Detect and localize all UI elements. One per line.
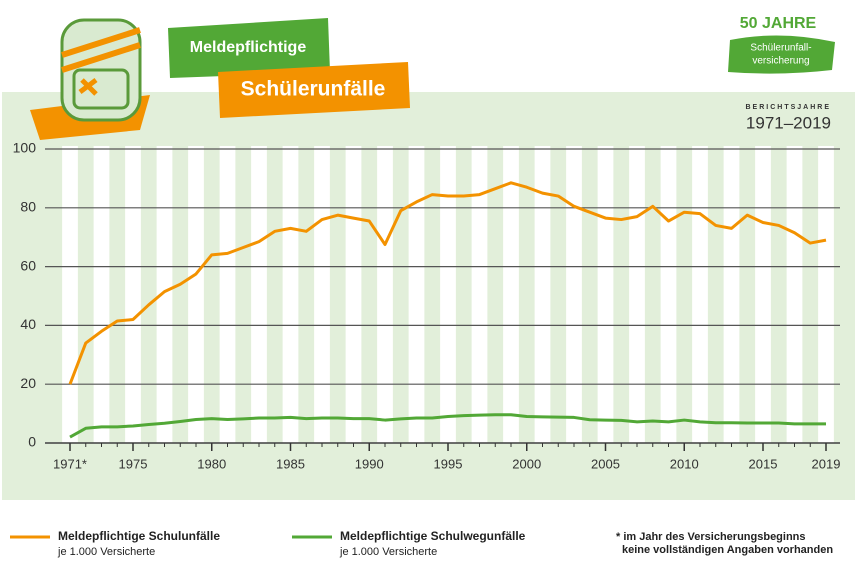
stripe xyxy=(598,146,614,443)
footnote: keine vollständigen Angaben vorhanden xyxy=(622,544,833,556)
x-tick-label: 2019 xyxy=(812,456,841,471)
y-tick-label: 60 xyxy=(20,257,36,273)
x-tick-label: 1975 xyxy=(119,456,148,471)
stripe xyxy=(755,146,771,443)
x-tick-label: 2015 xyxy=(749,456,778,471)
stripe xyxy=(377,146,393,443)
x-tick-label: 1971* xyxy=(53,456,87,471)
stripe xyxy=(220,146,236,443)
stripe xyxy=(314,146,330,443)
title-main: Schülerunfälle xyxy=(241,78,386,101)
stripe xyxy=(125,146,141,443)
title-top: Meldepflichtige xyxy=(190,39,307,56)
footnote: * im Jahr des Versicherungsbeginns xyxy=(616,531,806,543)
y-tick-label: 20 xyxy=(20,375,36,391)
y-tick-label: 100 xyxy=(13,140,37,156)
badge-line: versicherung xyxy=(752,56,809,67)
x-tick-label: 2005 xyxy=(591,456,620,471)
y-tick-label: 40 xyxy=(20,316,36,332)
stripe xyxy=(629,146,645,443)
legend-unit: je 1.000 Versicherte xyxy=(57,546,155,558)
x-tick-label: 1985 xyxy=(276,456,305,471)
x-tick-label: 1980 xyxy=(197,456,226,471)
stripe xyxy=(724,146,740,443)
stripe xyxy=(818,146,834,443)
x-tick-label: 2000 xyxy=(512,456,541,471)
stripe xyxy=(787,146,803,443)
chart: Meldepflichtige Schülerunfälle 50 JAHRE … xyxy=(0,0,857,565)
x-tick-label: 2010 xyxy=(670,456,699,471)
stripe xyxy=(440,146,456,443)
stripe xyxy=(346,146,362,443)
stripe xyxy=(188,146,204,443)
stripe xyxy=(692,146,708,443)
stripe xyxy=(503,146,519,443)
legend-label: Meldepflichtige Schulunfälle xyxy=(58,529,220,543)
period-caption: BERICHTSJAHRE xyxy=(745,104,831,111)
stripe xyxy=(472,146,488,443)
period: 1971–2019 xyxy=(746,113,831,132)
stripe xyxy=(62,146,78,443)
stripe xyxy=(94,146,110,443)
stripe xyxy=(566,146,582,443)
y-tick-label: 80 xyxy=(20,199,36,215)
stripe xyxy=(409,146,425,443)
legend-unit: je 1.000 Versicherte xyxy=(339,546,437,558)
y-tick-label: 0 xyxy=(28,434,36,450)
legend-label: Meldepflichtige Schulwegunfälle xyxy=(340,529,526,543)
anniversary: 50 JAHRE xyxy=(740,15,817,32)
stripe xyxy=(661,146,677,443)
badge-line: Schülerunfall- xyxy=(750,43,811,54)
stripe xyxy=(251,146,267,443)
x-tick-label: 1995 xyxy=(434,456,463,471)
page: {"header": {"label_top": "Meldepflichtig… xyxy=(0,0,857,565)
x-tick-label: 1990 xyxy=(355,456,384,471)
stripe xyxy=(283,146,299,443)
